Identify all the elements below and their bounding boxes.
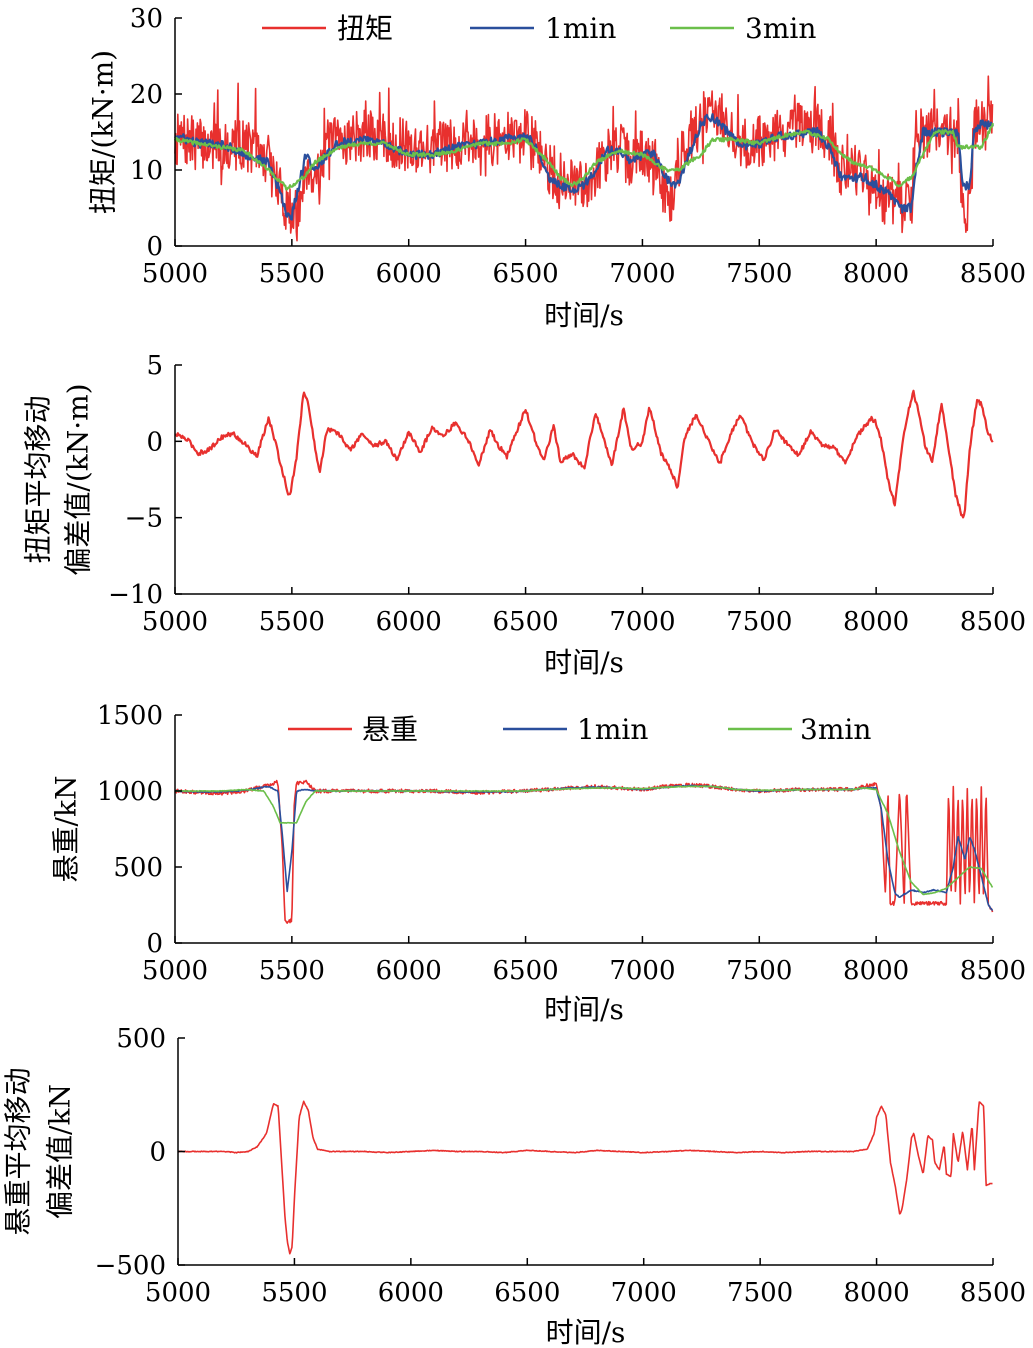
y-tick-label: −10 [108, 580, 163, 610]
x-tick-label: 5500 [259, 607, 325, 637]
series-line [177, 1100, 993, 1255]
y-axis-label: 偏差值/(kN·m) [62, 383, 95, 575]
x-axis-label: 时间/s [546, 1316, 626, 1348]
x-tick-label: 5000 [142, 259, 208, 289]
x-tick-label: 5000 [142, 607, 208, 637]
legend-label: 1min [545, 12, 616, 45]
x-tick-label: 8500 [960, 1278, 1026, 1308]
hook-load-chart: 0 500 1000 1500 5000 5500 6000 6500 7000 7500 8000… [50, 701, 1027, 1026]
y-tick-label: 500 [116, 1024, 166, 1054]
legend-label: 3min [745, 12, 816, 45]
x-tick-label: 5000 [145, 1278, 211, 1308]
legend-label: 3min [800, 713, 871, 746]
y-tick-label: 20 [130, 80, 163, 110]
x-axis-label: 时间/s [544, 299, 624, 332]
series-line-悬重 [174, 779, 994, 924]
x-tick-label: 5500 [259, 259, 325, 289]
x-tick-label: 7500 [726, 607, 792, 637]
y-tick-label: −500 [95, 1251, 166, 1281]
y-axis-label: 悬重平均移动 [2, 1067, 35, 1235]
y-axis-label: 扭矩平均移动 [22, 395, 55, 563]
hook-load-deviation-chart: −500 0 500 5000 5500 6000 6500 7000 7500 8000 8500… [2, 1024, 1027, 1348]
series-line-3min [174, 785, 994, 896]
x-tick-label: 6500 [492, 956, 558, 986]
legend-label: 悬重 [362, 713, 418, 746]
series-line-1min [174, 784, 994, 912]
x-tick-label: 7000 [609, 956, 675, 986]
x-tick-label: 8500 [960, 956, 1026, 986]
y-tick-label: 1500 [97, 701, 163, 731]
y-tick-label: 10 [130, 156, 163, 186]
torque-chart: 0 10 20 30 5000 5500 6000 6500 7000 7500 8000 8500 时… [87, 4, 1027, 332]
x-tick-label: 8500 [960, 607, 1026, 637]
y-tick-label: 0 [146, 427, 163, 457]
x-tick-label: 7000 [609, 607, 675, 637]
x-tick-label: 6000 [376, 259, 442, 289]
y-tick-label: 0 [146, 232, 163, 262]
y-axis-label: 偏差值/kN [44, 1084, 77, 1219]
x-tick-label: 7500 [726, 259, 792, 289]
x-axis-label: 时间/s [544, 646, 624, 679]
y-tick-label: 0 [146, 929, 163, 959]
x-tick-label: 8000 [843, 1278, 909, 1308]
x-tick-label: 7500 [727, 1278, 793, 1308]
legend-label: 扭矩 [337, 12, 393, 45]
x-tick-label: 6000 [378, 1278, 444, 1308]
x-tick-label: 8000 [843, 956, 909, 986]
x-tick-label: 5500 [261, 1278, 327, 1308]
x-tick-label: 6500 [492, 607, 558, 637]
x-tick-label: 8000 [843, 607, 909, 637]
series-line-3min [173, 122, 995, 191]
series-line [174, 389, 994, 519]
x-tick-label: 7500 [726, 956, 792, 986]
legend-label: 1min [577, 713, 648, 746]
y-tick-label: 1000 [97, 777, 163, 807]
y-tick-label: 5 [146, 351, 163, 381]
x-tick-label: 6000 [376, 956, 442, 986]
x-tick-label: 6500 [494, 1278, 560, 1308]
y-tick-label: 0 [149, 1138, 166, 1168]
x-tick-label: 6000 [376, 607, 442, 637]
y-tick-label: 30 [130, 4, 163, 34]
series-line-扭矩 [174, 75, 994, 242]
x-tick-label: 8000 [843, 259, 909, 289]
y-axis-label: 悬重/kN [50, 776, 83, 883]
x-tick-label: 7000 [609, 259, 675, 289]
y-tick-label: 500 [113, 853, 163, 883]
x-tick-label: 7000 [611, 1278, 677, 1308]
x-tick-label: 6500 [492, 259, 558, 289]
x-tick-label: 8500 [960, 259, 1026, 289]
x-tick-label: 5000 [142, 956, 208, 986]
y-tick-label: −5 [125, 504, 163, 534]
x-tick-label: 5500 [259, 956, 325, 986]
x-axis-label: 时间/s [544, 993, 624, 1026]
torque-deviation-chart: −10 −5 0 5 5000 5500 6000 6500 7000 7500 8000 8500 时… [22, 351, 1027, 679]
y-axis-label: 扭矩/(kN·m) [87, 50, 120, 214]
